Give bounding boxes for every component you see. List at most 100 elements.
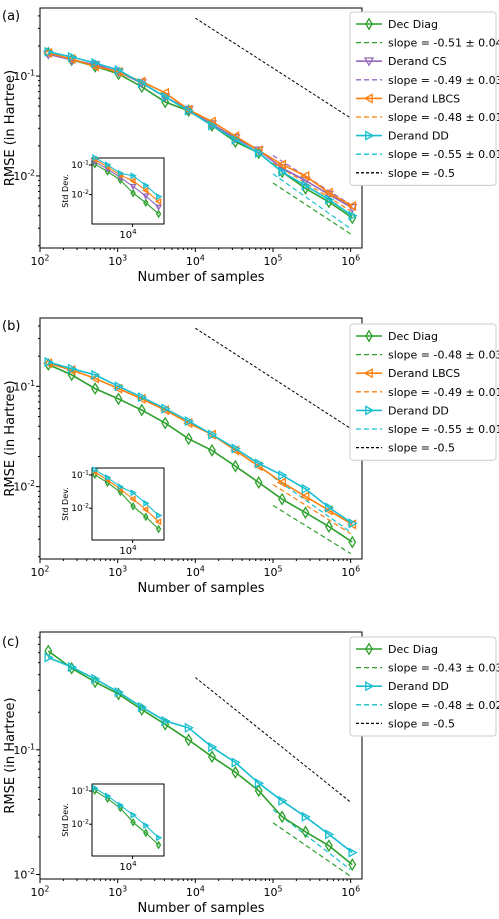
data-point [137, 392, 148, 403]
inset-data-point [143, 181, 150, 190]
legend-label: Dec Diag [388, 330, 438, 343]
data-point [184, 733, 193, 747]
legend-entry: slope = -0.5 [356, 442, 455, 455]
chart-panel-1: (b) 102 103 104 105 106 10-2 10-1 Number of samp… [2, 317, 499, 596]
inset-data-point [117, 169, 125, 177]
data-point [231, 757, 241, 768]
data-point [114, 392, 123, 406]
data-point [91, 673, 101, 685]
data-point [301, 483, 311, 495]
series-line [47, 363, 353, 543]
x-tick-label: 105 [264, 254, 283, 268]
x-tick-label: 104 [186, 885, 205, 899]
legend-box [349, 636, 497, 737]
data-point [348, 210, 358, 221]
inset-data-point [154, 518, 162, 526]
legend-entry: slope = -0.55 ± 0.01 [356, 423, 499, 436]
inset-data-point [130, 811, 137, 819]
legend-entry: slope = -0.48 ± 0.03 [356, 349, 499, 362]
x-tick-label: 103 [108, 565, 127, 579]
inset-data-point [143, 821, 150, 830]
legend-label: slope = -0.5 [388, 717, 455, 730]
series-derand-dd [44, 46, 358, 221]
inset-data-point [156, 511, 163, 520]
legend-label: Derand DD [388, 680, 449, 693]
data-point [184, 105, 194, 116]
inset-data-point [92, 784, 99, 792]
series-line [48, 362, 353, 526]
legend-label: Dec Diag [388, 643, 438, 656]
inset-data-point [117, 801, 125, 809]
data-point [231, 459, 240, 473]
data-point [348, 518, 358, 529]
legend-entry: Dec Diag [356, 17, 438, 31]
data-point [44, 644, 53, 658]
data-point [89, 373, 99, 384]
data-point [300, 170, 310, 182]
series-dec-diag [44, 358, 357, 549]
legend-marker [365, 17, 373, 31]
x-tick-label: 102 [31, 885, 50, 899]
data-point [44, 356, 54, 368]
data-point [301, 825, 310, 839]
data-point [300, 176, 311, 186]
x-axis-label: Number of samples [137, 581, 264, 596]
data-point [208, 741, 218, 753]
legend-label: Derand LBCS [388, 92, 460, 105]
inset-data-point [91, 155, 98, 164]
data-point [300, 491, 310, 502]
panel-label: (c) [2, 635, 19, 650]
inset-data-point [117, 483, 125, 491]
data-point [278, 492, 287, 506]
data-point [67, 363, 78, 374]
legend-label: slope = -0.48 ± 0.01 [388, 111, 499, 124]
legend-marker [365, 681, 375, 692]
inset-x-tick-label: 104 [119, 544, 137, 557]
legend-label: Dec Diag [388, 18, 438, 31]
inset-data-point [104, 474, 112, 482]
inset-y-tick-label: 10-1 [71, 159, 89, 171]
inset-y-axis-label: Std Dev. [61, 487, 70, 521]
y-tick-label: 10-1 [13, 379, 35, 393]
inset-data-point [142, 505, 149, 514]
inset-data-point [143, 198, 149, 208]
inset-data-point [92, 154, 99, 162]
inset-data-point [129, 177, 136, 185]
fit-line [272, 476, 351, 533]
legend-marker [365, 130, 375, 141]
inset-plot-area [91, 783, 165, 857]
legend-label: slope = -0.48 ± 0.03 [388, 349, 499, 362]
data-point [253, 461, 263, 472]
data-point [254, 778, 265, 789]
data-point [67, 661, 78, 673]
reference-line [195, 327, 351, 429]
legend: Dec Diag slope = -0.48 ± 0.03 Derand LBCS s… [349, 323, 499, 461]
panel-label: (a) [2, 9, 20, 24]
legend-label: slope = -0.55 ± 0.01 [388, 148, 499, 161]
panel-label: (b) [2, 319, 20, 334]
data-point [325, 502, 335, 513]
inset-y-tick-label: 10-2 [71, 503, 89, 515]
y-axis-label: RMSE (in Hartree) [3, 697, 18, 813]
inset-x-tick-label: 104 [119, 860, 137, 873]
legend-entry: slope = -0.48 ± 0.02 [356, 699, 499, 712]
legend-entry: slope = -0.48 ± 0.01 [356, 111, 499, 124]
x-tick-label: 106 [341, 885, 360, 899]
data-point [114, 687, 123, 701]
y-axis-label: RMSE (in Hartree) [3, 70, 18, 186]
y-tick-label: 10-2 [13, 169, 35, 183]
y-tick-label: 10-2 [13, 479, 35, 493]
data-point [231, 134, 241, 145]
legend-label: slope = -0.51 ± 0.04 [388, 37, 499, 50]
data-point [254, 784, 263, 798]
data-point [137, 77, 148, 89]
data-point [161, 715, 171, 727]
x-tick-label: 105 [264, 885, 283, 899]
inset-data-point [92, 466, 99, 474]
inset-data-point [156, 834, 163, 842]
inset-data-point [155, 840, 162, 850]
data-point [89, 61, 99, 72]
legend-entry: Derand DD [356, 404, 449, 417]
legend-marker [363, 57, 375, 67]
inset-data-point [143, 499, 150, 507]
